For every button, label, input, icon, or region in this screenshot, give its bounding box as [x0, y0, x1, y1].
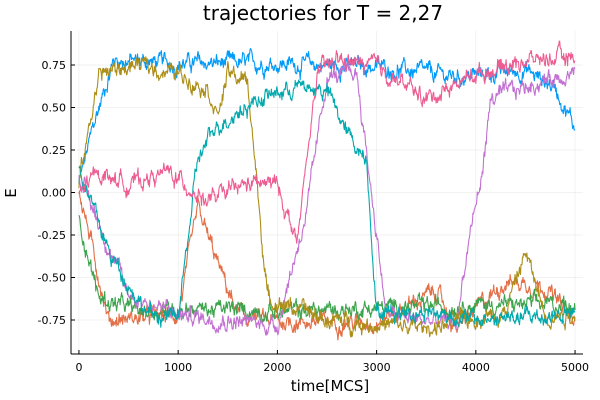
- trajectory-line-4: [78, 60, 576, 336]
- x-tick-label: 5000: [561, 361, 589, 374]
- axes: 0 1000 2000 3000 4000 5000 -0.75 -0.50 -0.25 0.00…: [38, 31, 589, 374]
- chart-title: trajectories for T = 2,27: [203, 1, 443, 25]
- x-tick-label: 4000: [462, 361, 490, 374]
- x-tick-label: 1000: [164, 361, 192, 374]
- x-tick-label: 2000: [263, 361, 291, 374]
- y-tick-label: -0.50: [38, 272, 66, 285]
- x-tick-label: 0: [75, 361, 82, 374]
- trajectory-line-5: [78, 56, 576, 338]
- y-tick-label: 0.00: [42, 187, 67, 200]
- y-axis-label: E: [2, 188, 20, 197]
- y-tick-label: -0.75: [38, 314, 66, 327]
- y-tick-label: -0.25: [38, 229, 66, 242]
- y-tick-label: 0.25: [42, 144, 67, 157]
- x-tick-label: 3000: [363, 361, 391, 374]
- y-tick-label: 0.75: [42, 59, 67, 72]
- series-layer: [78, 40, 576, 341]
- trajectory-line-6: [78, 79, 576, 328]
- y-tick-label: 0.50: [42, 102, 67, 115]
- trajectory-line-7: [78, 40, 576, 244]
- x-axis-label: time[MCS]: [291, 377, 370, 395]
